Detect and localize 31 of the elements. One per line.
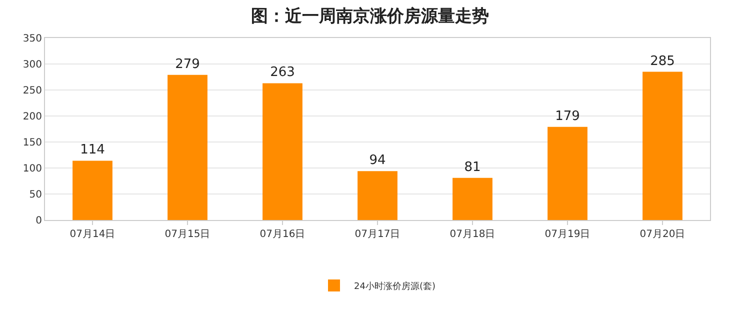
y-tick-label: 100 xyxy=(22,164,42,174)
data-label: 114 xyxy=(80,142,105,158)
y-tick-label: 200 xyxy=(22,112,42,122)
bar xyxy=(168,74,208,220)
data-label: 94 xyxy=(369,153,386,168)
bar xyxy=(642,72,682,220)
y-tick-label: 350 xyxy=(22,34,42,44)
x-tick-label: 07月18日 xyxy=(450,229,496,240)
bar xyxy=(72,160,112,220)
y-tick-label: 250 xyxy=(22,86,42,96)
bar xyxy=(548,126,588,220)
data-label: 279 xyxy=(175,56,200,72)
data-label: 285 xyxy=(650,54,675,69)
y-tick-label: 0 xyxy=(36,216,42,226)
y-tick-label: 150 xyxy=(22,138,42,148)
data-label: 81 xyxy=(464,160,481,175)
bar xyxy=(452,178,492,220)
x-tick-label: 07月15日 xyxy=(164,229,210,240)
y-tick-label: 300 xyxy=(22,60,42,70)
data-label: 179 xyxy=(555,108,580,124)
legend-label: 24小时涨价房源(套) xyxy=(354,280,436,292)
x-tick-label: 07月14日 xyxy=(70,229,116,240)
x-tick-label: 07月17日 xyxy=(354,229,400,240)
chart-title: 图：近一周南京涨价房源量走势 xyxy=(251,6,489,26)
bar xyxy=(262,83,302,220)
x-tick-label: 07月19日 xyxy=(544,229,590,240)
x-tick-label: 07月16日 xyxy=(260,229,306,240)
y-tick-label: 50 xyxy=(29,190,42,200)
bar xyxy=(358,171,398,220)
x-tick-label: 07月20日 xyxy=(640,229,686,240)
data-label: 263 xyxy=(270,65,295,80)
